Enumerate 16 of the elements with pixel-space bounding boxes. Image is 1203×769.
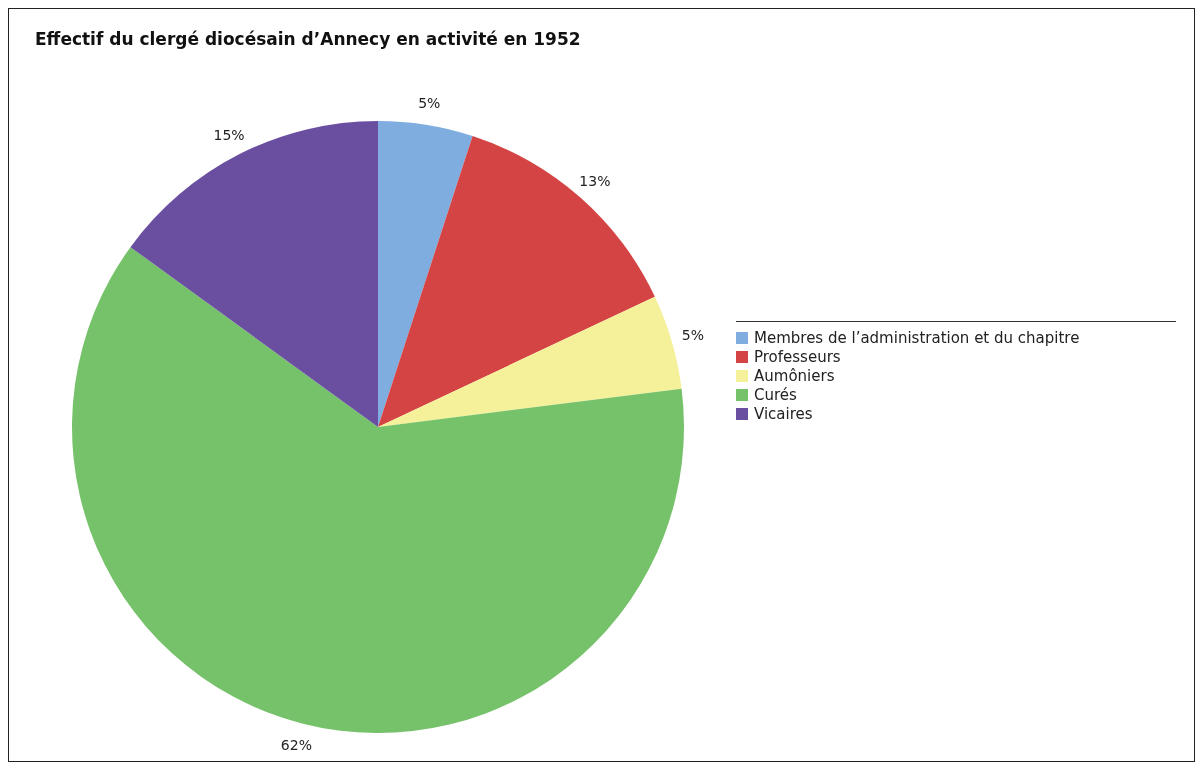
legend-label: Vicaires (754, 404, 813, 423)
legend-label: Membres de l’administration et du chapitre (754, 328, 1080, 347)
data-label: 15% (213, 126, 245, 143)
data-label: 13% (579, 172, 611, 189)
pie-slice (378, 121, 473, 427)
legend-label: Aumôniers (754, 366, 835, 385)
pie-slice (378, 296, 682, 427)
pie-slice (130, 121, 378, 427)
pie-slice (72, 247, 684, 733)
data-label: 5% (418, 95, 441, 112)
data-label: 62% (280, 736, 312, 753)
legend-label: Curés (754, 385, 797, 404)
chart-title: Effectif du clergé diocésain d’Annecy en activité en 1952 (35, 29, 581, 49)
data-label: 5% (681, 327, 705, 344)
pie-slice (378, 135, 655, 427)
legend-label: Professeurs (754, 347, 841, 366)
